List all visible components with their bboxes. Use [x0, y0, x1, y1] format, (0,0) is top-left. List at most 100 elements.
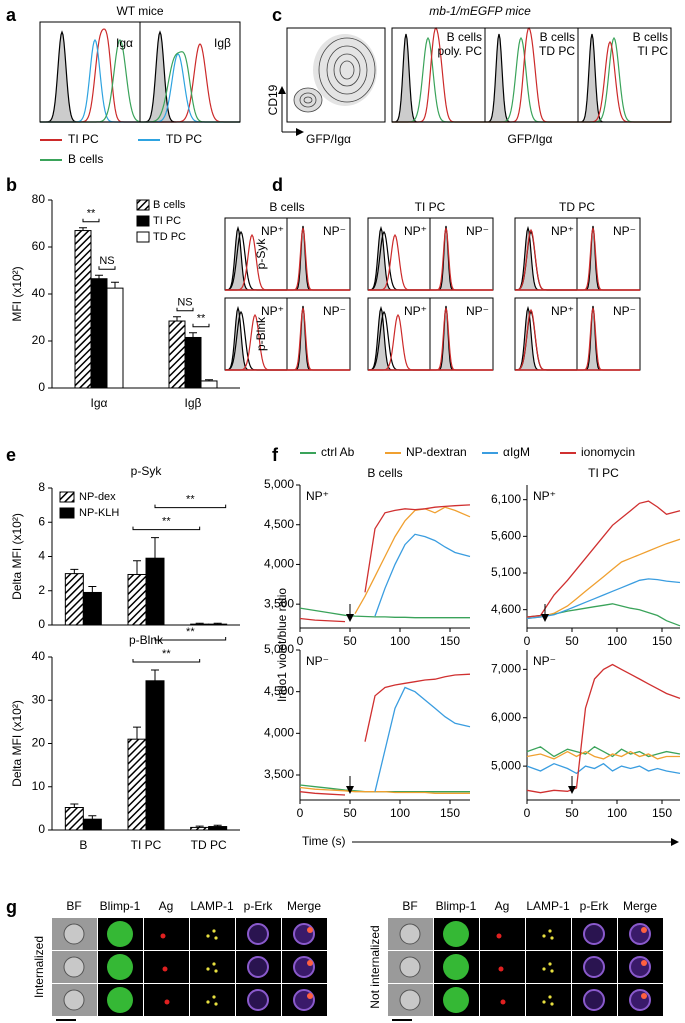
subplot-title: p-Syk [131, 464, 163, 478]
bar [82, 591, 102, 626]
line-series [526, 578, 681, 620]
bar [190, 826, 210, 831]
y-tick-label: 6,000 [491, 710, 521, 724]
y-tick-label: 5,000 [264, 642, 294, 656]
legend-label: ctrl Ab [321, 445, 355, 459]
y-tick-label: 5,000 [264, 477, 294, 491]
significance-bracket [98, 266, 116, 270]
cell-lamp [550, 1002, 554, 1006]
legend-swatch [59, 491, 75, 503]
y-tick-label: 7,000 [491, 662, 521, 676]
cell-bf [399, 956, 421, 978]
legend-label: B cells [68, 152, 103, 166]
density-contour [303, 96, 313, 104]
plot-label: NP⁻ [466, 224, 489, 238]
y-tick-label: 6 [38, 514, 45, 528]
bar [168, 320, 186, 389]
plot-label: Igα [116, 36, 133, 50]
panel-letter: c [272, 5, 282, 25]
column-header: p-Erk [244, 899, 274, 913]
cell-lamp [206, 1000, 210, 1004]
panel-letter: b [6, 175, 17, 195]
density-contour [333, 53, 361, 87]
cell-lamp [542, 1000, 546, 1004]
cell-merge [293, 956, 315, 978]
significance-bracket [176, 307, 194, 312]
subplot-title: B cells [367, 466, 402, 480]
column-header: Ag [159, 899, 174, 913]
cell-blimp [443, 921, 469, 947]
cell-blimp [443, 987, 469, 1013]
bar [64, 807, 84, 831]
y-tick-label: 40 [32, 286, 46, 300]
plot-label: NP⁻ [613, 304, 636, 318]
cell-lamp [548, 929, 552, 933]
image-cell [190, 918, 235, 950]
y-tick-label: 30 [32, 692, 46, 706]
cell-lamp [214, 969, 218, 973]
y-tick-label: 3,500 [264, 596, 294, 610]
row-label: NP⁻ [533, 654, 556, 668]
y-tick-label: 40 [32, 649, 46, 663]
significance-bracket [132, 526, 201, 531]
y-tick-label: 4,500 [264, 684, 294, 698]
bar [190, 623, 210, 626]
bar [127, 738, 147, 831]
y-tick-label: 80 [32, 192, 46, 206]
cell-perk [247, 923, 269, 945]
legend-label: NP-KLH [79, 507, 119, 519]
cell-perk [247, 989, 269, 1011]
line-series [526, 663, 681, 794]
line-series [526, 538, 681, 620]
plot-label: NP⁺ [261, 224, 284, 238]
cell-lamp [550, 936, 554, 940]
line-series [374, 686, 471, 792]
plot-label: NP⁺ [404, 224, 427, 238]
y-tick-label: 6,100 [491, 492, 521, 506]
error-bar [151, 537, 159, 559]
density-contour [318, 37, 376, 103]
axis-label: CD19 [266, 84, 280, 115]
plot-label: NP⁺ [551, 224, 574, 238]
group-title: TD PC [559, 200, 595, 214]
row-label: p-Blnk [254, 316, 268, 351]
x-tick-label: 50 [565, 634, 579, 648]
image-cell [190, 984, 235, 1016]
panel-letter: e [6, 445, 16, 465]
axis-label: Indo1 violet/blue ratio [275, 588, 289, 702]
cell-lamp [212, 962, 216, 966]
error-bar [205, 379, 213, 381]
line-series [354, 506, 471, 615]
y-tick-label: 4 [38, 549, 45, 563]
y-tick-label: 5,600 [491, 529, 521, 543]
x-tick-label: 0 [297, 806, 304, 820]
x-tick-label: 0 [297, 634, 304, 648]
bar [208, 826, 228, 831]
legend-label: NP-dextran [406, 445, 467, 459]
density-contour [299, 92, 317, 108]
plot-frame [577, 27, 672, 123]
plot-label: B cells [447, 30, 482, 44]
bar [82, 818, 102, 831]
cell-merge [629, 989, 651, 1011]
cell-lamp [550, 969, 554, 973]
y-tick-label: 4,000 [264, 726, 294, 740]
error-bar [79, 227, 87, 231]
row-label: NP⁺ [306, 489, 329, 503]
cell-blimp [107, 954, 133, 980]
bar [74, 230, 92, 389]
cell-lamp [542, 967, 546, 971]
line-series [526, 762, 681, 775]
cell-merge [293, 989, 315, 1011]
density-contour [326, 45, 368, 95]
y-tick-label: 3,500 [264, 767, 294, 781]
error-bar [151, 669, 159, 681]
cell-ag [496, 933, 502, 939]
significance-label: NS [177, 297, 192, 309]
group-title: B cells [269, 200, 304, 214]
density-contour [293, 87, 323, 113]
cell-lamp [548, 995, 552, 999]
legend-label: TI PC [153, 215, 181, 227]
significance-label: ** [87, 208, 96, 220]
